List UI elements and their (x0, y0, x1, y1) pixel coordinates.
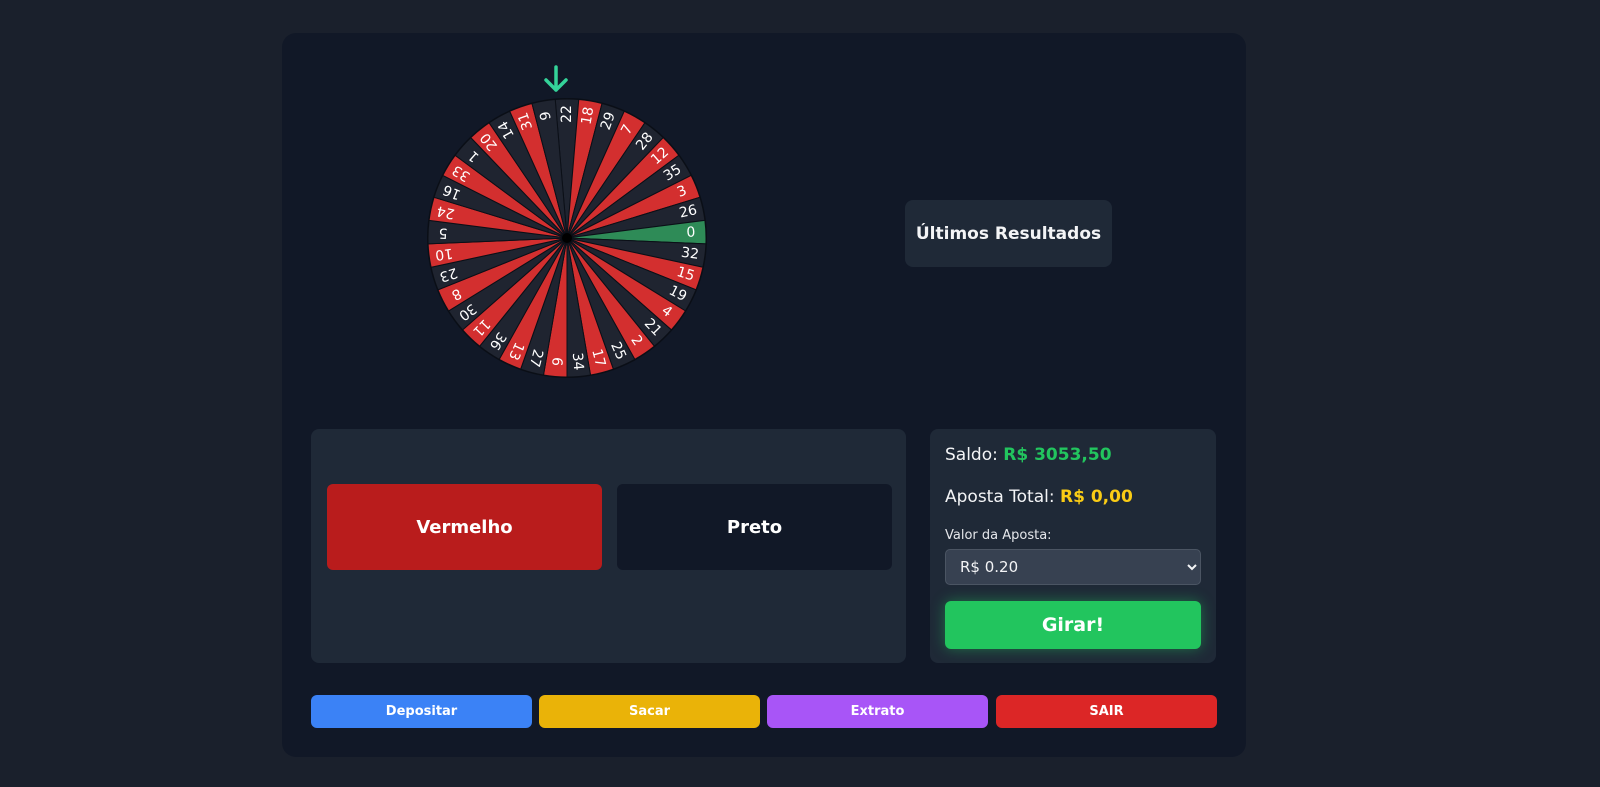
deposit-button[interactable]: Depositar (311, 695, 532, 728)
account-panel: Saldo: R$ 3053,50 Aposta Total: R$ 0,00 … (930, 429, 1216, 663)
wheel-number: 15 (675, 264, 697, 285)
wheel-number: 31 (515, 110, 536, 132)
wheel-number: 19 (666, 283, 689, 305)
balance-label: Saldo: (945, 445, 998, 465)
wheel-number: 18 (579, 106, 598, 126)
bet-value-label: Valor da Aposta: (945, 528, 1052, 543)
wheel-number: 26 (678, 202, 699, 221)
total-bet-value: R$ 0,00 (1060, 487, 1133, 507)
wheel-segment-9 (531, 98, 568, 239)
wheel-number: 29 (598, 110, 619, 132)
bet-red-button[interactable]: Vermelho (327, 484, 602, 570)
last-results-panel: Últimos Resultados (905, 200, 1112, 267)
wheel-number: 33 (450, 161, 474, 184)
wheel-number: 35 (661, 161, 685, 184)
wheel-number: 16 (441, 181, 464, 203)
wheel-number: 25 (607, 340, 629, 363)
wheel-number: 22 (559, 105, 575, 123)
pointer-arrow-icon (544, 65, 568, 92)
wheel-number: 23 (438, 264, 460, 285)
total-bet-label: Aposta Total: (945, 487, 1055, 507)
wheel-number: 0 (686, 225, 696, 241)
bet-panel: Vermelho Preto (311, 429, 906, 663)
wheel-number: 9 (537, 110, 554, 121)
wheel-number: 6 (548, 356, 565, 366)
wheel-number: 24 (435, 202, 456, 221)
wheel-number: 14 (495, 118, 518, 141)
roulette-wheel: 22 18 29 7281235326032151942122517346271336… (427, 98, 707, 378)
wheel-number: 13 (505, 340, 527, 363)
bet-value-select[interactable]: R$ 0.20 (945, 549, 1201, 585)
wheel-number: 10 (434, 245, 454, 263)
total-bet: Aposta Total: R$ 0,00 (945, 487, 1133, 507)
wheel-number: 17 (588, 347, 608, 368)
statement-button[interactable]: Extrato (767, 695, 988, 728)
balance: Saldo: R$ 3053,50 (945, 445, 1112, 465)
wheel-number: 5 (438, 225, 448, 241)
wheel-number: 27 (526, 347, 546, 368)
last-results-title: Últimos Resultados (915, 223, 1102, 244)
bet-black-button[interactable]: Preto (617, 484, 892, 570)
withdraw-button[interactable]: Sacar (539, 695, 760, 728)
wheel-number: 32 (680, 245, 700, 263)
exit-button[interactable]: SAIR (996, 695, 1217, 728)
spin-button[interactable]: Girar! (945, 601, 1201, 649)
balance-value: R$ 3053,50 (1003, 445, 1112, 465)
wheel-hub (562, 233, 572, 243)
wheel-number: 34 (569, 352, 586, 371)
